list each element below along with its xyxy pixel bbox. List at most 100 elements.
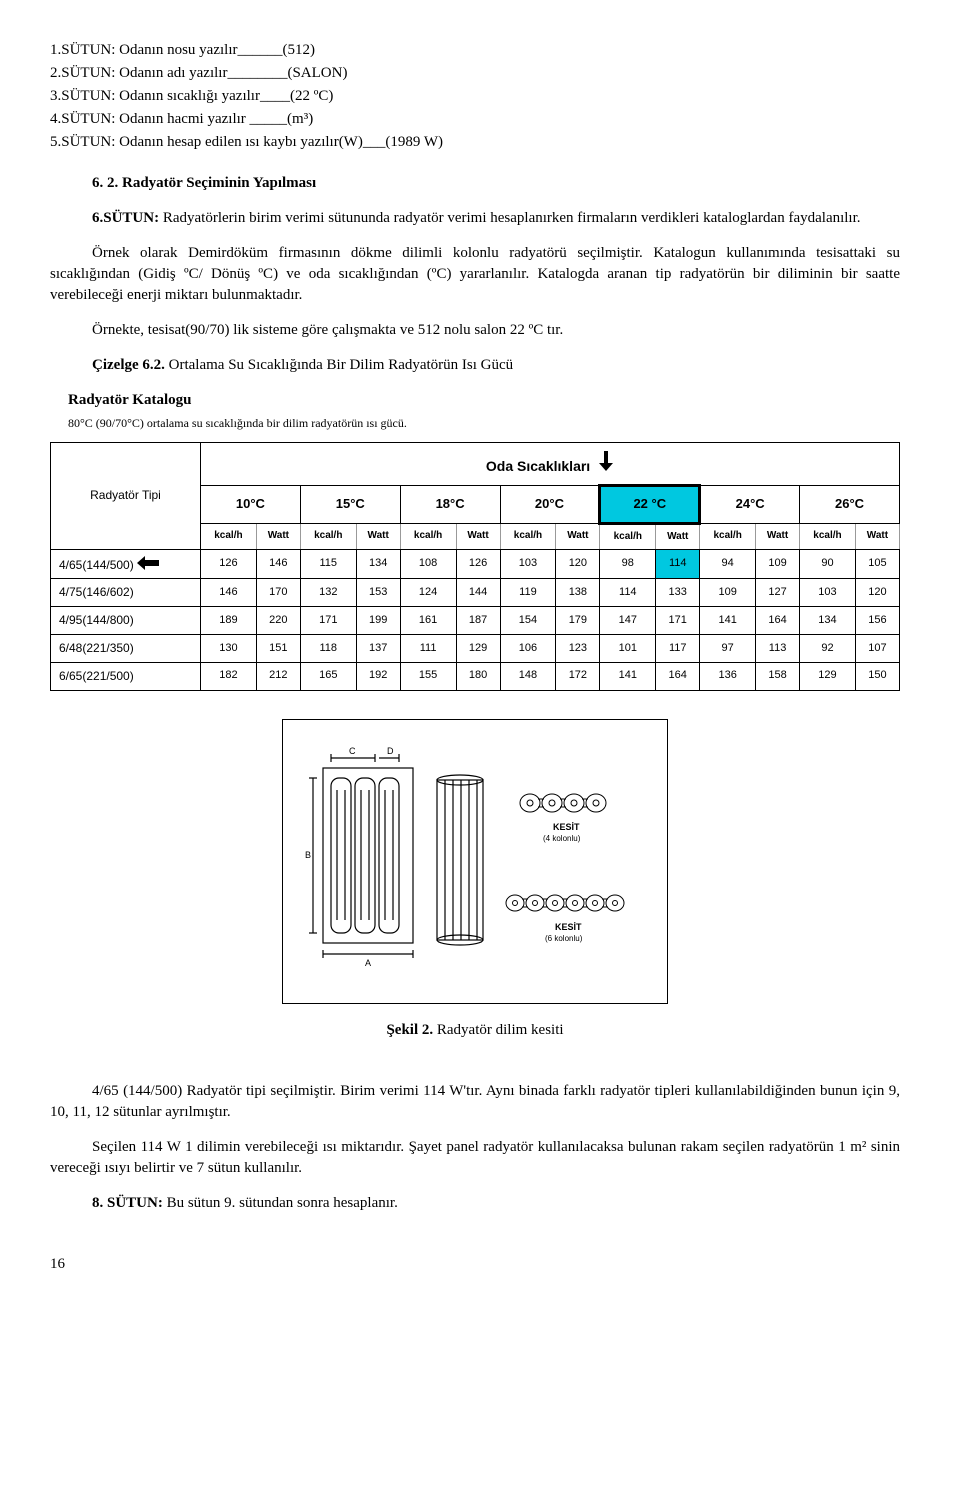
- temp-col: 10°C: [201, 486, 301, 523]
- table-cell: 155: [400, 662, 456, 690]
- temp-col: 15°C: [300, 486, 400, 523]
- table-cell: 123: [556, 634, 600, 662]
- table-cell: 130: [201, 634, 257, 662]
- svg-text:A: A: [365, 958, 371, 968]
- svg-text:B: B: [305, 850, 311, 860]
- table-cell: 98: [600, 549, 656, 579]
- table-cell: 101: [600, 634, 656, 662]
- table-cell: 94: [700, 549, 756, 579]
- kesit-6-sub: (6 kolonlu): [545, 934, 583, 943]
- catalog-title: Radyatör Katalogu: [68, 390, 900, 411]
- unit: Watt: [556, 523, 600, 549]
- table-header-oda: Oda Sıcaklıkları: [201, 442, 900, 486]
- table-cell: 120: [556, 549, 600, 579]
- unit: kcal/h: [600, 523, 656, 549]
- paragraph: Örnek olarak Demirdöküm firmasının dökme…: [50, 243, 900, 306]
- table-row: 6/48(221/350)130151118137111129106123101…: [51, 634, 900, 662]
- caption-number: Çizelge 6.2.: [92, 357, 165, 373]
- table-cell: 126: [456, 549, 500, 579]
- table-cell: 134: [800, 607, 856, 635]
- table-cell: 127: [756, 579, 800, 607]
- table-cell: 158: [756, 662, 800, 690]
- caption-text: Ortalama Su Sıcaklığında Bir Dilim Radya…: [165, 357, 513, 373]
- table-cell: 111: [400, 634, 456, 662]
- table-cell: 115: [300, 549, 356, 579]
- table-cell: 171: [656, 607, 700, 635]
- table-cell: 138: [556, 579, 600, 607]
- unit: kcal/h: [300, 523, 356, 549]
- row-name: 4/75(146/602): [51, 579, 201, 607]
- table-cell: 147: [600, 607, 656, 635]
- svg-text:C: C: [349, 746, 356, 756]
- radiator-section-figure: C D B A: [305, 738, 645, 978]
- table-row: 6/65(221/500)182212165192155180148172141…: [51, 662, 900, 690]
- table-cell: 187: [456, 607, 500, 635]
- table-cell: 136: [700, 662, 756, 690]
- kesit-4-sub: (4 kolonlu): [543, 834, 581, 843]
- table-row: 4/95(144/800)189220171199161187154179147…: [51, 607, 900, 635]
- list-item: 2.SÜTUN: Odanın adı yazılır________(SALO…: [50, 63, 900, 84]
- radiator-catalog-table: Radyatör Tipi Oda Sıcaklıkları 10°C 15°C…: [50, 442, 900, 691]
- section-heading: 6. 2. Radyatör Seçiminin Yapılması: [92, 173, 900, 194]
- arrow-down-icon: [598, 451, 614, 477]
- table-cell: 109: [756, 549, 800, 579]
- table-cell: 120: [855, 579, 899, 607]
- table-cell: 103: [800, 579, 856, 607]
- page-number: 16: [50, 1254, 900, 1275]
- unit: Watt: [756, 523, 800, 549]
- table-cell: 192: [356, 662, 400, 690]
- table-cell: 109: [700, 579, 756, 607]
- table-cell: 107: [855, 634, 899, 662]
- table-cell: 105: [855, 549, 899, 579]
- table-cell: 129: [456, 634, 500, 662]
- table-cell: 92: [800, 634, 856, 662]
- temp-col: 20°C: [500, 486, 600, 523]
- table-cell: 212: [256, 662, 300, 690]
- table-cell: 179: [556, 607, 600, 635]
- unit: Watt: [456, 523, 500, 549]
- table-cell: 133: [656, 579, 700, 607]
- row-name: 6/65(221/500): [51, 662, 201, 690]
- column-definitions-list: 1.SÜTUN: Odanın nosu yazılır______(512) …: [50, 40, 900, 153]
- table-cell: 148: [500, 662, 556, 690]
- table-cell: 134: [356, 549, 400, 579]
- table-header-type: Radyatör Tipi: [51, 442, 201, 549]
- table-cell: 146: [201, 579, 257, 607]
- figure-box: C D B A: [282, 719, 668, 1004]
- table-cell: 171: [300, 607, 356, 635]
- table-cell: 118: [300, 634, 356, 662]
- row-name: 4/65(144/500): [51, 549, 201, 579]
- list-item: 3.SÜTUN: Odanın sıcaklığı yazılır____(22…: [50, 86, 900, 107]
- paragraph-text: Radyatörlerin birim verimi sütununda rad…: [159, 210, 860, 226]
- list-item: 4.SÜTUN: Odanın hacmi yazılır _____(m³): [50, 109, 900, 130]
- table-cell: 126: [201, 549, 257, 579]
- table-cell: 154: [500, 607, 556, 635]
- table-cell: 220: [256, 607, 300, 635]
- table-cell: 141: [700, 607, 756, 635]
- caption-number: Şekil 2.: [386, 1022, 433, 1038]
- figure-caption: Şekil 2. Radyatör dilim kesiti: [50, 1020, 900, 1041]
- table-cell: 108: [400, 549, 456, 579]
- table-cell: 132: [300, 579, 356, 607]
- unit: kcal/h: [201, 523, 257, 549]
- column-label: 6.SÜTUN:: [92, 210, 159, 226]
- table-cell: 124: [400, 579, 456, 607]
- table-cell: 180: [456, 662, 500, 690]
- unit: Watt: [256, 523, 300, 549]
- table-cell: 141: [600, 662, 656, 690]
- paragraph-text: Bu sütun 9. sütundan sonra hesaplanır.: [163, 1195, 398, 1211]
- unit: kcal/h: [700, 523, 756, 549]
- svg-text:D: D: [387, 746, 394, 756]
- temp-col: 18°C: [400, 486, 500, 523]
- table-cell: 151: [256, 634, 300, 662]
- paragraph: 4/65 (144/500) Radyatör tipi seçilmiştir…: [50, 1081, 900, 1123]
- list-item: 5.SÜTUN: Odanın hesap edilen ısı kaybı y…: [50, 132, 900, 153]
- table-cell: 172: [556, 662, 600, 690]
- unit: Watt: [356, 523, 400, 549]
- unit: kcal/h: [800, 523, 856, 549]
- table-cell: 156: [855, 607, 899, 635]
- unit: Watt: [656, 523, 700, 549]
- figure-wrap: C D B A: [50, 719, 900, 1004]
- temp-col: 26°C: [800, 486, 900, 523]
- paragraph: Seçilen 114 W 1 dilimin verebileceği ısı…: [50, 1137, 900, 1179]
